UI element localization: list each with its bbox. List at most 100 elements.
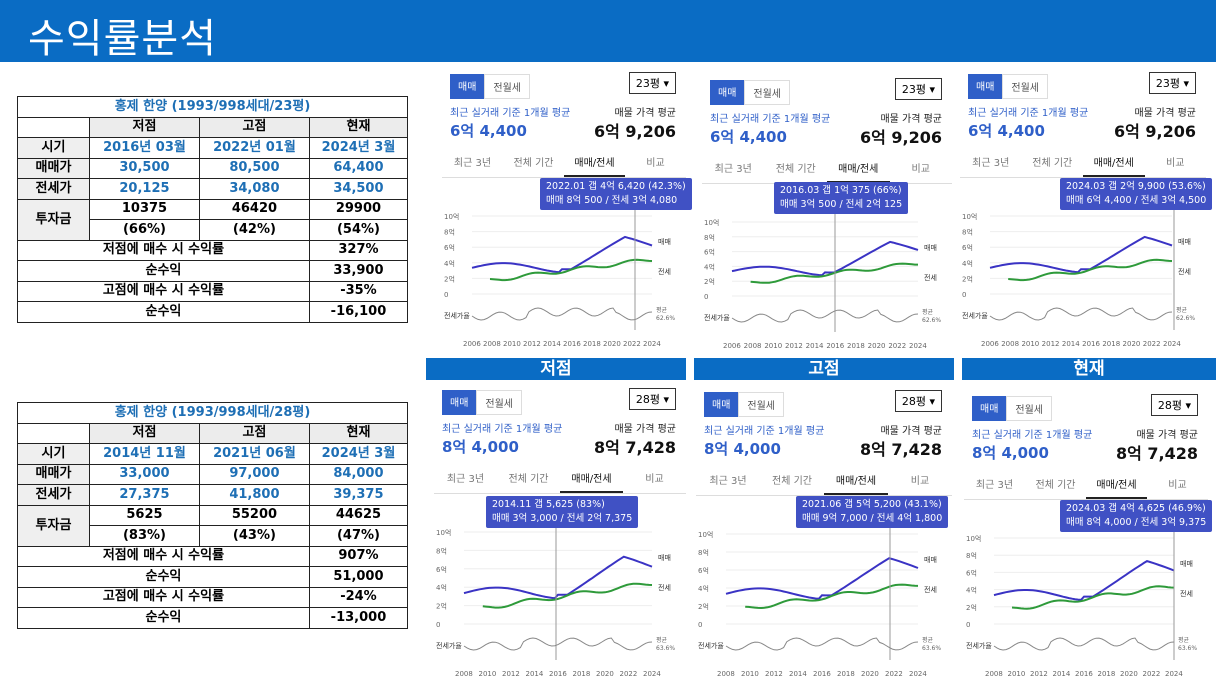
tab-recent-3y[interactable]: 최근 3년 [446, 474, 485, 485]
size-value: 28평 [635, 393, 660, 406]
tab-compare[interactable]: 비교 [1166, 158, 1185, 169]
size-dropdown[interactable]: 28평 ▾ [1150, 394, 1198, 416]
x-tick-label: 2012 [765, 670, 783, 678]
y-tick-label: 2억 [444, 275, 455, 283]
avg-label: 평균 [922, 636, 934, 644]
tab-rent[interactable]: 전월세 [1002, 74, 1049, 99]
summary-value: -35% [308, 280, 409, 302]
row-label: 시기 [17, 137, 90, 159]
tab-rent[interactable]: 전월세 [738, 392, 785, 417]
summary-value: 51,000 [308, 566, 409, 588]
tab-sale[interactable]: 매매 [704, 392, 739, 417]
size-dropdown[interactable]: 23평 ▾ [1148, 72, 1196, 94]
x-tick-label: 2018 [837, 670, 855, 678]
x-tick-label: 2014 [1062, 340, 1080, 348]
tab-compare[interactable]: 비교 [1168, 480, 1187, 491]
tab-recent-3y[interactable]: 최근 3년 [972, 158, 1010, 169]
tooltip-line-2: 매매 8억 500 / 전세 3억 4,080 [546, 195, 678, 206]
size-dropdown[interactable]: 23평 ▾ [894, 78, 942, 100]
tab-compare[interactable]: 비교 [911, 164, 930, 175]
y-tick-label: 8억 [966, 552, 977, 560]
ratio-label: 전세가율 [966, 641, 992, 650]
cell: 30,500 [89, 157, 200, 179]
cell: 10375 [89, 198, 200, 220]
summary-label: 순수익 [17, 260, 310, 282]
tab-compare[interactable]: 비교 [646, 158, 665, 169]
tab-sale[interactable]: 매매 [450, 74, 485, 99]
page-title: 수익률분석 [28, 16, 217, 62]
summary-label: 고점에 매수 시 수익률 [17, 586, 310, 608]
recent-caption: 최근 실거래 기준 1개월 평균 [710, 114, 831, 125]
y-tick-label: 4억 [966, 587, 977, 595]
band-low: 저점 [426, 358, 686, 380]
y-tick-label: 8억 [436, 547, 447, 555]
cell: 80,500 [198, 157, 310, 179]
tab-sale-jeonse[interactable]: 매매/전세 [824, 468, 888, 495]
tab-compare[interactable]: 비교 [910, 476, 930, 487]
tab-all-period[interactable]: 전체 기간 [775, 164, 816, 175]
jeonse-series-line [1011, 585, 1175, 610]
tab-sale-jeonse[interactable]: 매매/전세 [560, 466, 623, 493]
sale-series-line [463, 555, 653, 600]
size-dropdown[interactable]: 23평 ▾ [628, 72, 676, 94]
ratio-series-line [993, 637, 1175, 651]
summary-label: 순수익 [17, 566, 310, 588]
tab-compare[interactable]: 비교 [645, 474, 664, 485]
listing-price: 6억 9,206 [859, 128, 942, 147]
tab-recent-3y[interactable]: 최근 3년 [714, 164, 752, 175]
tab-rent[interactable]: 전월세 [1006, 396, 1053, 421]
avg-pct: 63.6% [1178, 645, 1197, 652]
tab-recent-3y[interactable]: 최근 3년 [975, 480, 1014, 491]
tab-sale-jeonse[interactable]: 매매/전세 [564, 150, 625, 177]
header-bar: 수익률분석 [0, 0, 1216, 62]
legend-jeonse: 전세 [924, 273, 937, 282]
tab-rent[interactable]: 전월세 [744, 80, 791, 105]
tab-rent[interactable]: 전월세 [476, 390, 523, 415]
x-tick-label: 2014 [1053, 670, 1071, 678]
tab-sale[interactable]: 매매 [968, 74, 1003, 99]
cell: (42%) [198, 219, 310, 241]
hover-tooltip: 2024.03 갭 2억 9,900 (53.6%) 매매 6억 4,400 /… [1060, 178, 1213, 210]
price-chart-panel: 매매 전월세 28평 ▾ 최근 실거래 기준 1개월 평균 매물 가격 평균 8… [434, 382, 686, 682]
y-tick-label: 0 [444, 291, 448, 299]
tooltip-line-2: 매매 6억 4,400 / 전세 3억 4,500 [1066, 195, 1207, 206]
sale-rent-toggle: 매매 전월세 [710, 80, 791, 105]
cell: 55200 [198, 504, 310, 526]
tab-recent-3y[interactable]: 최근 3년 [709, 476, 747, 487]
tab-sale-jeonse[interactable]: 매매/전세 [1086, 472, 1147, 499]
y-tick-label: 2억 [436, 603, 447, 611]
tab-sale[interactable]: 매매 [442, 390, 477, 415]
cell: 2024년 3월 [308, 137, 409, 159]
size-dropdown[interactable]: 28평 ▾ [894, 390, 942, 412]
tab-rent[interactable]: 전월세 [484, 74, 531, 99]
tab-all-period[interactable]: 전체 기간 [513, 158, 554, 169]
y-tick-label: 6억 [436, 566, 447, 574]
tab-all-period[interactable]: 전체 기간 [1032, 158, 1073, 169]
tab-sale-jeonse[interactable]: 매매/전세 [1083, 150, 1145, 177]
size-dropdown[interactable]: 28평 ▾ [628, 388, 676, 410]
x-tick-label: 2008 [717, 670, 735, 678]
tooltip-line-1: 2016.03 갭 1억 375 (66%) [780, 185, 902, 196]
tab-sale-jeonse[interactable]: 매매/전세 [827, 156, 890, 183]
cell: 2024년 3월 [308, 443, 409, 465]
tab-all-period[interactable]: 전체 기간 [508, 474, 549, 485]
tab-all-period[interactable]: 전체 기간 [1035, 480, 1076, 491]
x-tick-label: 2008 [985, 670, 1003, 678]
tab-recent-3y[interactable]: 최근 3년 [453, 158, 492, 169]
price-chart-panel: 매매 전월세 28평 ▾ 최근 실거래 기준 1개월 평균 매물 가격 평균 8… [696, 384, 952, 682]
hover-tooltip: 2022.01 갭 4억 6,420 (42.3%) 매매 8억 500 / 전… [540, 178, 692, 210]
tab-sale[interactable]: 매매 [972, 396, 1007, 421]
jeonse-series-line [1008, 258, 1173, 282]
ratio-label: 전세가율 [698, 641, 724, 650]
x-tick-label: 2008 [1001, 340, 1019, 348]
ratio-label: 전세가율 [436, 641, 462, 650]
tab-sale[interactable]: 매매 [710, 80, 745, 105]
cell: 33,000 [89, 463, 200, 485]
jeonse-series-line [745, 583, 919, 610]
tab-all-period[interactable]: 전체 기간 [772, 476, 812, 487]
x-tick-label: 2010 [1008, 670, 1026, 678]
y-tick-label: 2억 [962, 275, 973, 283]
x-tick-label: 2016 [563, 340, 581, 348]
